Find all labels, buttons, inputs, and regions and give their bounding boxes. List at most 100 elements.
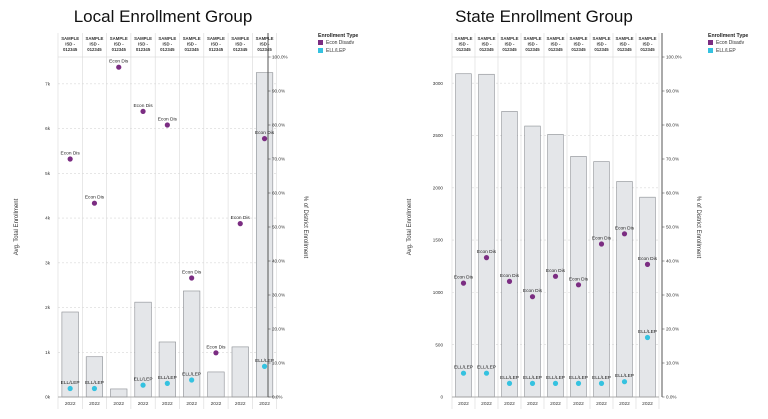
ell-lep-point <box>164 380 170 386</box>
category-label-line: SAMPLE <box>478 36 496 41</box>
y2-tick-label: 80.0% <box>666 123 679 128</box>
category-label: SAMPLE ISD -012345 <box>207 36 225 52</box>
category-label: SAMPLE ISD -012345 <box>158 36 176 52</box>
y2-tick-label: 60.0% <box>666 191 679 196</box>
year-label: 2022 <box>113 401 124 407</box>
category-label: SAMPLE ISD -012345 <box>639 36 657 52</box>
legend-swatch <box>708 40 713 45</box>
category-label-line: SAMPLE <box>207 36 225 41</box>
category-label-line: ISD - <box>551 42 561 47</box>
local-enrollment-chart: Local Enrollment Group 0k 1k 2k 3k 4k 5k 6k 7k SA… <box>14 7 358 409</box>
year-label: 2022 <box>596 401 607 407</box>
y2-tick-label: 50.0% <box>272 225 285 230</box>
legend-swatch <box>318 40 323 45</box>
y2-tick-label: 100.0% <box>666 55 682 60</box>
econ-disadv-point-label: Econ Dis <box>109 59 129 65</box>
bar <box>478 73 495 398</box>
category-label: SAMPLE ISD -012345 <box>501 36 519 52</box>
econ-disadv-point <box>91 200 98 206</box>
bar <box>593 161 610 398</box>
year-label: 2022 <box>89 401 100 407</box>
category-label-line: SAMPLE <box>501 36 519 41</box>
y-tick-label: 1k <box>45 350 51 355</box>
ell-lep-point <box>575 380 582 386</box>
chart-title: State Enrollment Group <box>455 7 633 26</box>
year-label: 2022 <box>619 401 630 407</box>
legend-label: ELL/LEP <box>326 48 346 54</box>
econ-disadv-point-label: Econ Dis <box>477 249 497 255</box>
ell-lep-point <box>529 380 536 386</box>
category-label: SAMPLE ISD -012345 <box>593 36 611 52</box>
bar <box>110 388 128 398</box>
category-label: SAMPLE ISD -012345 <box>570 36 588 52</box>
category-label: SAMPLE ISD -012345 <box>478 36 496 52</box>
y2-tick-label: 90.0% <box>272 89 285 94</box>
ell-lep-point-label: ELL/LEP <box>546 375 565 381</box>
category-label: SAMPLE ISD -012345 <box>110 36 128 52</box>
year-label: 2022 <box>573 401 584 407</box>
y-tick-label: 5k <box>45 171 51 176</box>
category-label-line: SAMPLE <box>593 36 611 41</box>
ell-lep-point-label: ELL/LEP <box>592 375 611 381</box>
econ-disadv-point <box>67 156 73 162</box>
category-label: SAMPLE ISD -012345 <box>455 36 473 52</box>
ell-lep-point <box>261 363 268 369</box>
y-axis-title: Avg. Total Enrollment <box>14 198 20 255</box>
category-label: SAMPLE ISD -012345 <box>524 36 542 52</box>
y-tick-label: 2k <box>45 305 51 310</box>
y2-tick-label: 20.0% <box>666 327 679 332</box>
category-label: SAMPLE ISD -012345 <box>134 36 152 52</box>
econ-disadv-point-label: Econ Dis <box>638 256 658 262</box>
category-label-line: SAMPLE <box>639 36 657 41</box>
year-label: 2022 <box>458 401 469 407</box>
y-tick-label: 2000 <box>433 185 444 190</box>
category-label-line: 012345 <box>571 47 586 52</box>
y-tick-label: 3k <box>45 260 51 265</box>
ell-lep-point <box>140 382 146 388</box>
y2-tick-label: 20.0% <box>272 327 285 332</box>
category-label-line: 012345 <box>136 47 151 52</box>
y-tick-label: 7k <box>45 81 51 86</box>
category-label-line: ISD - <box>482 42 492 47</box>
bar <box>547 134 564 398</box>
y-tick-label: 6k <box>45 126 51 131</box>
bar <box>158 341 176 398</box>
y-tick-label: 0 <box>440 395 443 400</box>
category-label-line: 012345 <box>184 47 199 52</box>
econ-disadv-point-label: Econ Dis <box>569 276 589 282</box>
ell-lep-point <box>598 380 605 386</box>
category-label-line: ISD - <box>211 42 221 47</box>
y-tick-label: 500 <box>435 342 443 347</box>
y-tick-label: 3000 <box>433 81 444 86</box>
category-label: SAMPLE ISD -012345 <box>183 36 201 52</box>
category-label-line: ISD - <box>90 42 100 47</box>
econ-disadv-point <box>189 275 195 281</box>
econ-disadv-point-label: Econ Dis <box>158 117 178 123</box>
category-label: SAMPLE ISD -012345 <box>547 36 565 52</box>
y2-tick-label: 30.0% <box>272 293 285 298</box>
chart-title: Local Enrollment Group <box>74 7 253 26</box>
econ-disadv-point <box>644 261 651 267</box>
y2-tick-label: 60.0% <box>272 191 285 196</box>
ell-lep-point-label: ELL/LEP <box>569 375 588 381</box>
legend-label: Econ Disadv <box>326 40 355 46</box>
ell-lep-point-label: ELL/LEP <box>134 377 153 383</box>
ell-lep-point-label: ELL/LEP <box>454 365 473 371</box>
category-label-line: SAMPLE <box>547 36 565 41</box>
econ-disadv-point <box>116 64 122 70</box>
econ-disadv-point <box>529 294 536 300</box>
econ-disadv-point-label: Econ Dis <box>182 270 202 276</box>
category-label-line: SAMPLE <box>134 36 152 41</box>
econ-disadv-point-label: Econ Dis <box>206 344 226 350</box>
bar <box>255 72 274 398</box>
y2-tick-label: 10.0% <box>272 361 285 366</box>
econ-disadv-point-label: Econ Dis <box>546 268 566 274</box>
category-label-line: SAMPLE <box>455 36 473 41</box>
category-label-line: ISD - <box>597 42 607 47</box>
category-label-line: ISD - <box>260 42 270 47</box>
category-label-line: 012345 <box>209 47 224 52</box>
year-label: 2022 <box>65 401 76 407</box>
year-label: 2022 <box>138 401 149 407</box>
category-label: SAMPLE ISD -012345 <box>85 36 103 52</box>
